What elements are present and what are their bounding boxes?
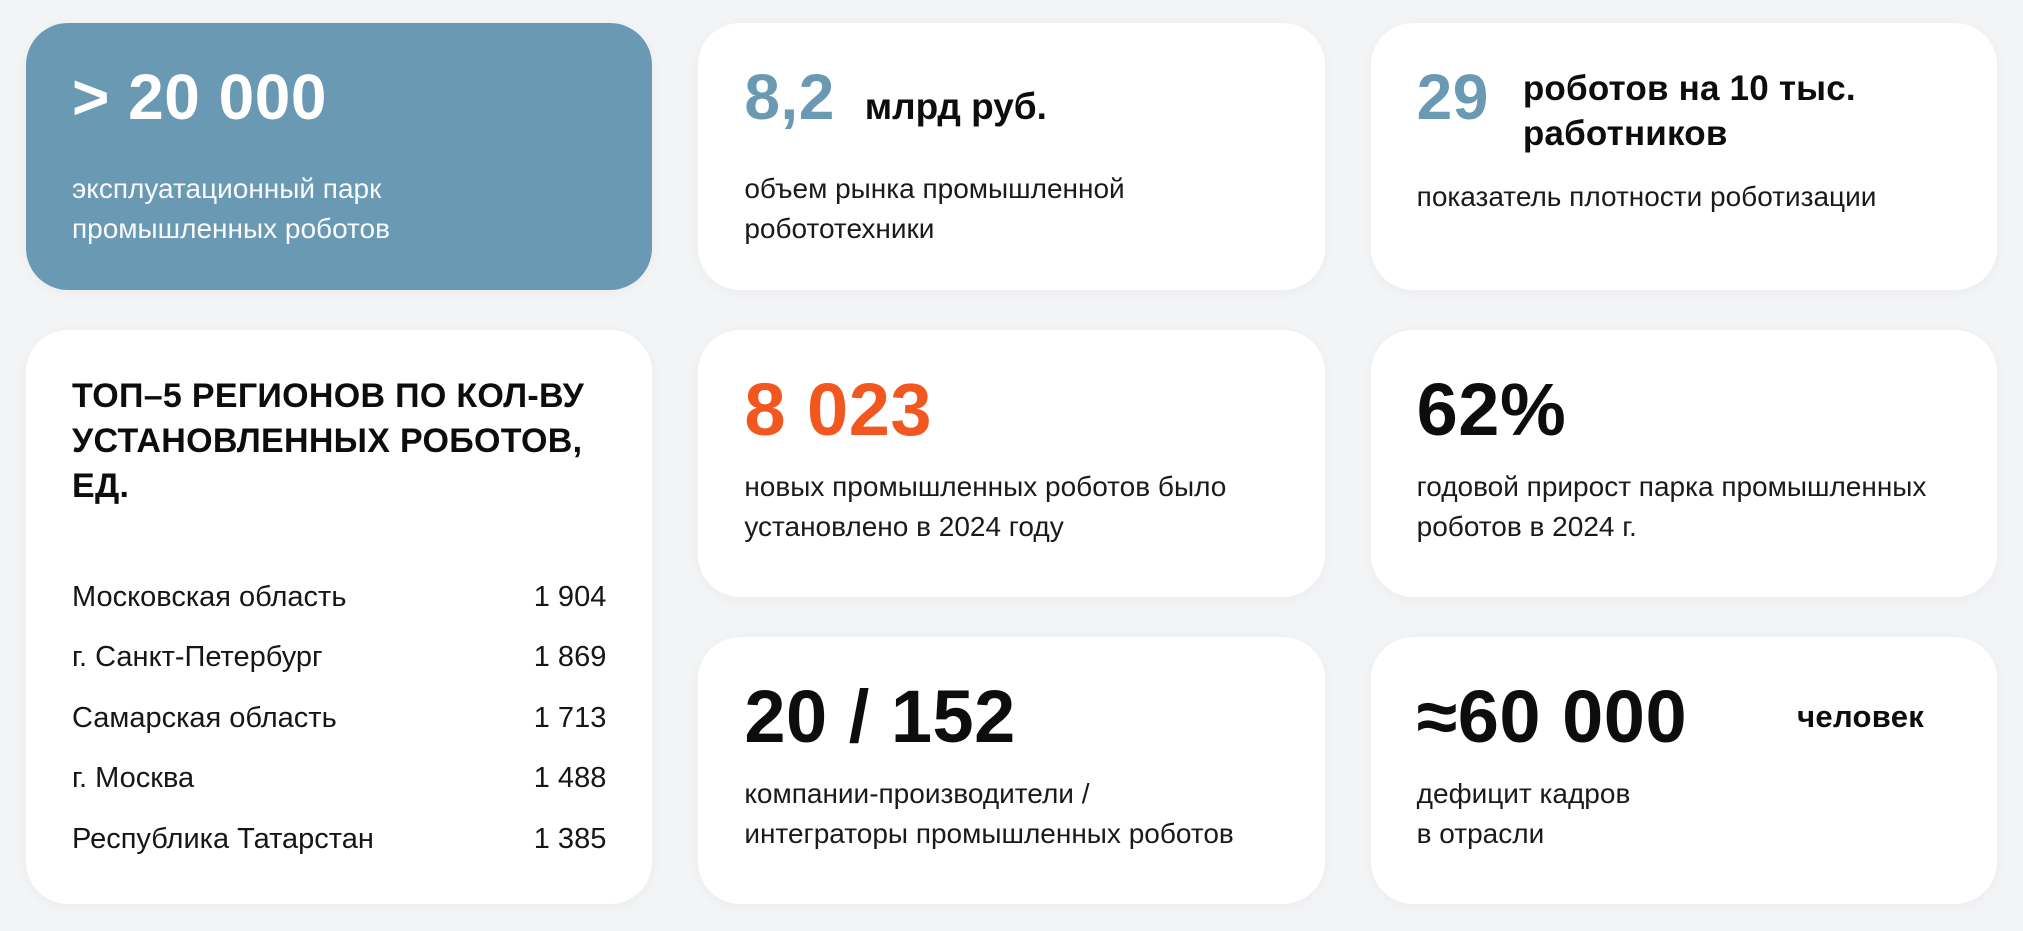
region-name: г. Москва bbox=[72, 762, 195, 795]
table-row: Самарская область 1 713 bbox=[72, 702, 606, 735]
table-row: г. Санкт-Петербург 1 869 bbox=[72, 641, 606, 674]
card-companies: 20 / 152 компании-производители / интегр… bbox=[698, 637, 1325, 904]
deficit-value-row: ≈60 000 человек bbox=[1416, 675, 1951, 758]
region-value: 1 713 bbox=[533, 701, 607, 734]
density-value-row: 29 роботов на 10 тыс. работников bbox=[1417, 65, 1951, 157]
top5-list: Московская область 1 904 г. Санкт-Петерб… bbox=[72, 581, 606, 856]
card-robot-density: 29 роботов на 10 тыс. работников показат… bbox=[1370, 23, 1997, 290]
density-value: 29 bbox=[1416, 61, 1489, 133]
top5-title: ТОП–5 РЕГИОНОВ ПО КОЛ-ВУ УСТАНОВЛЕННЫХ Р… bbox=[72, 377, 585, 505]
card-annual-growth: 62% годовой прирост парка промышленных р… bbox=[1370, 330, 1997, 597]
market-value: 8,2 bbox=[744, 61, 835, 133]
table-row: г. Москва 1 488 bbox=[72, 762, 606, 795]
density-caption: показатель плотности роботизации bbox=[1416, 180, 1877, 212]
table-row: Московская область 1 904 bbox=[72, 581, 606, 614]
growth-value: 62% bbox=[1416, 368, 1567, 451]
installed-value: 8 023 bbox=[744, 368, 933, 451]
card-staff-deficit: ≈60 000 человек дефицит кадров в отрасли bbox=[1370, 637, 1997, 904]
market-unit: млрд руб. bbox=[864, 86, 1047, 127]
region-value: 1 488 bbox=[533, 762, 607, 795]
region-name: г. Санкт-Петербург bbox=[72, 641, 323, 674]
deficit-caption: дефицит кадров в отрасли bbox=[1416, 778, 1631, 850]
growth-caption: годовой прирост парка промышленных робот… bbox=[1416, 471, 1927, 543]
companies-caption: компании-производители / интеграторы про… bbox=[744, 778, 1234, 850]
card-robot-fleet: > 20 000 эксплуатационный парк промышлен… bbox=[26, 23, 653, 290]
table-row: Республика Татарстан 1 385 bbox=[72, 823, 606, 856]
region-name: Московская область bbox=[72, 580, 347, 613]
region-name: Республика Татарстан bbox=[72, 822, 374, 855]
deficit-unit: человек bbox=[1797, 698, 1925, 734]
card-top5-regions: ТОП–5 РЕГИОНОВ ПО КОЛ-ВУ УСТАНОВЛЕННЫХ Р… bbox=[26, 330, 653, 904]
card-market-volume: 8,2 млрд руб. объем рынка промышленной р… bbox=[698, 23, 1325, 290]
companies-value: 20 / 152 bbox=[744, 675, 1016, 758]
fleet-caption: эксплуатационный парк промышленных робот… bbox=[72, 173, 390, 244]
installed-caption: новых промышленных роботов было установл… bbox=[744, 471, 1227, 543]
region-name: Самарская область bbox=[72, 701, 337, 734]
deficit-value: ≈60 000 bbox=[1416, 675, 1688, 758]
market-value-row: 8,2 млрд руб. bbox=[744, 65, 1278, 129]
region-value: 1 385 bbox=[533, 822, 607, 855]
fleet-value: > 20 000 bbox=[72, 61, 327, 133]
region-value: 1 904 bbox=[533, 580, 607, 613]
market-caption: объем рынка промышленной робототехники bbox=[744, 173, 1125, 244]
density-unit: роботов на 10 тыс. работников bbox=[1522, 69, 1856, 153]
card-new-installed: 8 023 новых промышленных роботов было ус… bbox=[698, 330, 1325, 597]
region-value: 1 869 bbox=[533, 641, 607, 674]
